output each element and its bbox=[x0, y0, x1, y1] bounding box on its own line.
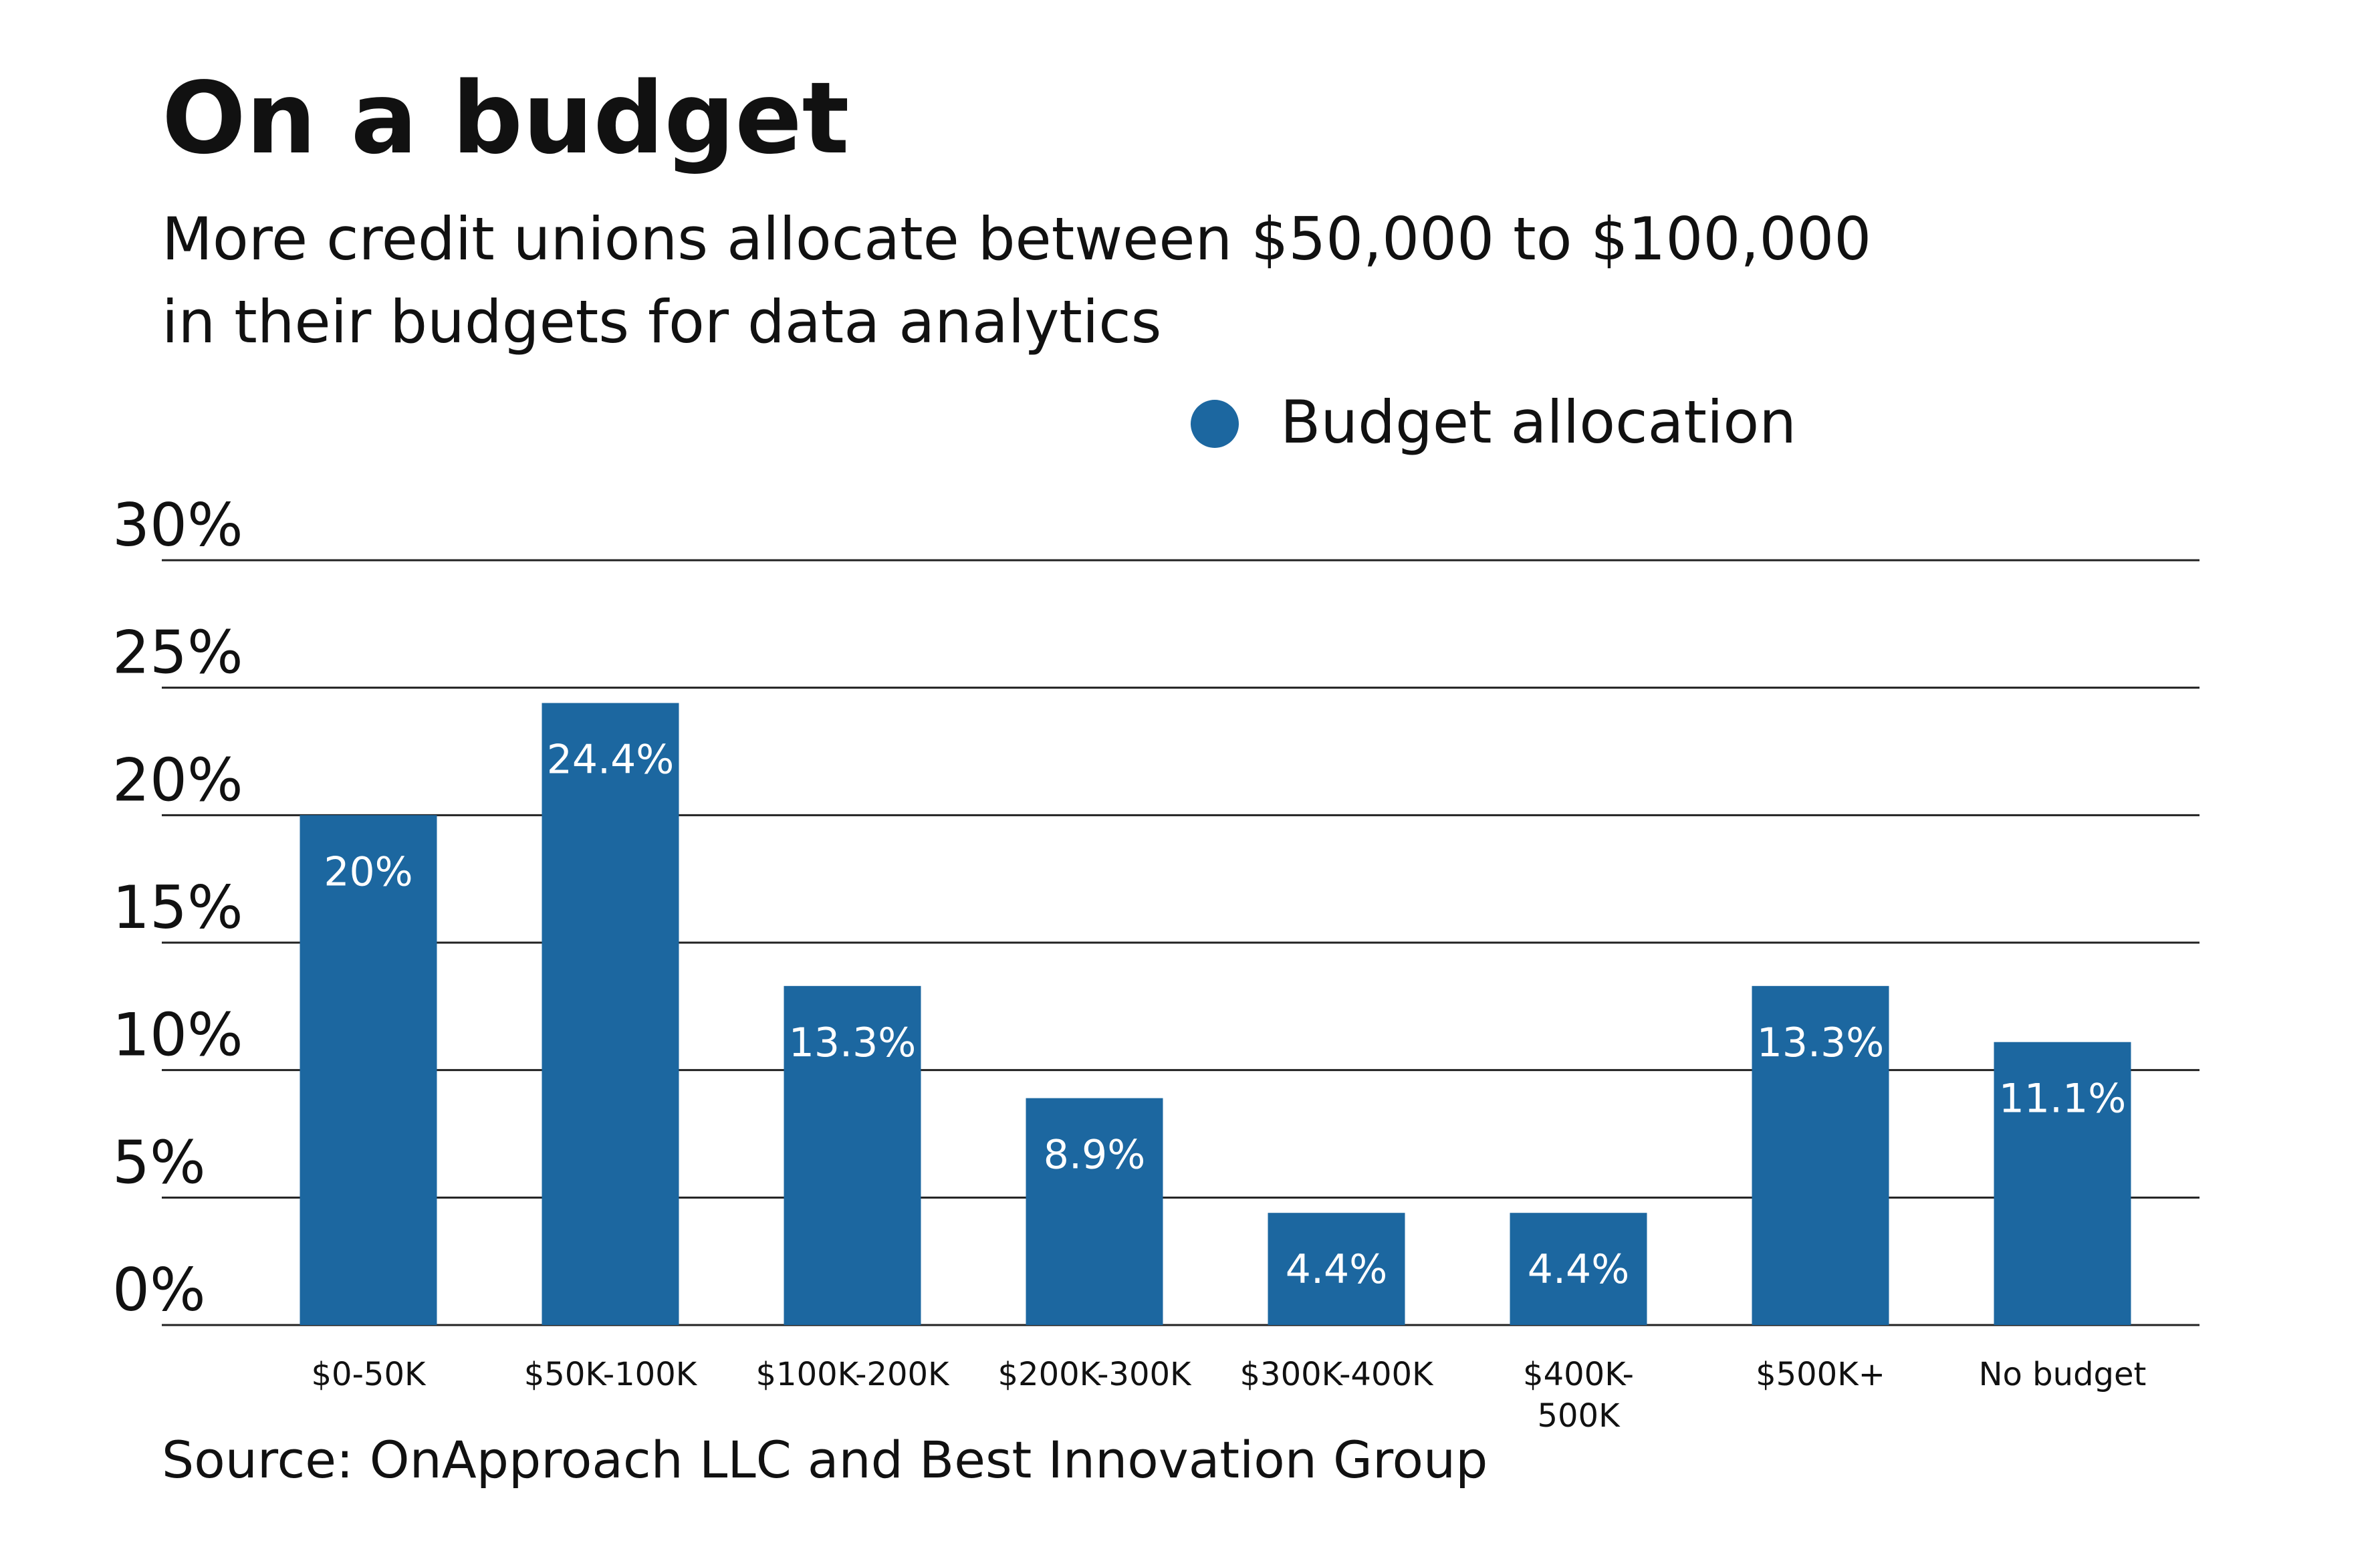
bar-value-label: 20% bbox=[324, 848, 412, 895]
x-category-label: $100K-200K bbox=[755, 1356, 950, 1393]
bar-value-label: 24.4% bbox=[547, 737, 675, 784]
bar-2 bbox=[784, 985, 921, 1325]
y-tick-label: 10% bbox=[112, 1001, 243, 1070]
bar-value-label: 8.9% bbox=[1044, 1132, 1145, 1179]
y-tick-label: 15% bbox=[112, 873, 243, 942]
bar-value-label: 13.3% bbox=[789, 1020, 917, 1066]
bar-value-labels: 20% 24.4% 13.3% 8.9% 4.4% 4.4% 13.3% 11.1% bbox=[324, 737, 2126, 1294]
y-tick-label: 0% bbox=[112, 1256, 206, 1324]
bar-value-label: 11.1% bbox=[1999, 1076, 2127, 1122]
bar-1 bbox=[542, 703, 679, 1325]
bar-value-label: 4.4% bbox=[1286, 1246, 1387, 1293]
bar-7 bbox=[1994, 1042, 2131, 1325]
chart-subtitle-line-1: More credit unions allocate between $50,… bbox=[162, 205, 1871, 273]
y-tick-label: 20% bbox=[112, 745, 243, 814]
source-note: Source: OnApproach LLC and Best Innovati… bbox=[162, 1430, 1488, 1489]
x-category-label: $400K- bbox=[1523, 1356, 1634, 1393]
y-tick-label: 5% bbox=[112, 1128, 206, 1197]
x-axis-category-labels: $0-50K $50K-100K $100K-200K $200K-300K $300K… bbox=[312, 1356, 2147, 1435]
bar-4 bbox=[1268, 1213, 1405, 1325]
bar-3 bbox=[1026, 1098, 1163, 1325]
x-category-label: 500K bbox=[1537, 1397, 1621, 1435]
x-category-label: No budget bbox=[1979, 1356, 2147, 1393]
legend-label: Budget allocation bbox=[1280, 388, 1796, 457]
gridlines bbox=[162, 559, 2199, 1326]
x-category-label: $0-50K bbox=[312, 1356, 427, 1393]
y-axis-tick-labels: 0% 5% 10% 15% 20% 25% 30% bbox=[112, 491, 243, 1324]
bars bbox=[300, 703, 2131, 1325]
legend-marker bbox=[1191, 400, 1239, 448]
bar-value-label: 4.4% bbox=[1528, 1246, 1629, 1293]
x-category-label: $300K-400K bbox=[1239, 1356, 1434, 1393]
x-category-label: $50K-100K bbox=[524, 1356, 698, 1393]
y-tick-label: 25% bbox=[112, 618, 243, 687]
bar-5 bbox=[1510, 1213, 1647, 1325]
chart-title: On a budget bbox=[162, 61, 849, 176]
legend: Budget allocation bbox=[1191, 388, 1796, 457]
x-category-label: $200K-300K bbox=[997, 1356, 1192, 1393]
chart-subtitle-line-2: in their budgets for data analytics bbox=[162, 287, 1162, 356]
x-category-label: $500K+ bbox=[1756, 1356, 1885, 1393]
bar-6 bbox=[1752, 985, 1889, 1325]
bar-value-label: 13.3% bbox=[1757, 1020, 1885, 1066]
bar-0 bbox=[300, 815, 437, 1325]
y-tick-label: 30% bbox=[112, 491, 243, 560]
